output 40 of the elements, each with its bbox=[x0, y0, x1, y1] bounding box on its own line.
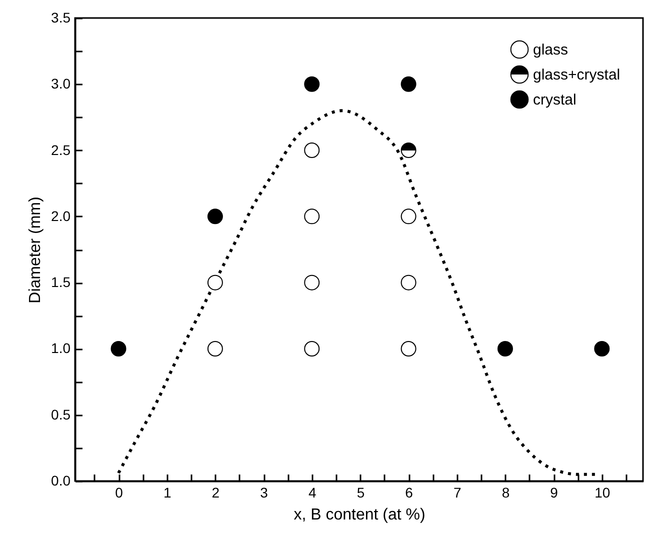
x-tick-label: 7 bbox=[453, 484, 462, 500]
legend-label: glass bbox=[533, 42, 568, 58]
x-tick-label: 2 bbox=[212, 484, 220, 500]
x-tick-label: 1 bbox=[163, 484, 172, 500]
y-tick-label: 0.0 bbox=[51, 472, 71, 488]
x-tick-label: 0 bbox=[115, 484, 124, 500]
y-tick-label: 1.0 bbox=[51, 340, 71, 356]
point bbox=[207, 208, 223, 224]
point bbox=[304, 340, 320, 356]
x-tick-label: 4 bbox=[308, 484, 316, 500]
x-tick-label: 5 bbox=[356, 484, 365, 500]
legend-label: glass+crystal bbox=[533, 66, 620, 84]
point bbox=[400, 142, 416, 158]
y-tick-label: 1.5 bbox=[51, 274, 71, 290]
x-tick-label: 9 bbox=[550, 484, 558, 500]
point bbox=[304, 274, 320, 290]
point bbox=[207, 274, 223, 290]
legend-label: crystal bbox=[533, 92, 576, 108]
point bbox=[110, 340, 126, 356]
point bbox=[400, 274, 416, 290]
x-tick-label: 10 bbox=[594, 484, 610, 500]
y-tick-label: 0.5 bbox=[51, 406, 71, 422]
point bbox=[304, 142, 320, 158]
point bbox=[400, 340, 416, 356]
x-axis-title: x, B content (at %) bbox=[294, 506, 426, 524]
point bbox=[400, 76, 416, 92]
y-tick-label: 2.5 bbox=[51, 142, 71, 158]
point bbox=[400, 208, 416, 224]
point bbox=[207, 340, 223, 356]
point bbox=[594, 340, 610, 356]
point bbox=[304, 208, 320, 224]
y-tick-label: 3.0 bbox=[51, 76, 71, 92]
y-tick-label: 2.0 bbox=[51, 208, 71, 224]
y-axis-title: Diameter (mm) bbox=[27, 196, 44, 304]
x-tick-label: 3 bbox=[260, 484, 268, 500]
point bbox=[497, 340, 513, 356]
y-tick-label: 3.5 bbox=[51, 10, 71, 26]
point bbox=[304, 76, 320, 92]
x-tick-label: 8 bbox=[502, 484, 510, 500]
x-tick-label: 6 bbox=[405, 484, 414, 500]
